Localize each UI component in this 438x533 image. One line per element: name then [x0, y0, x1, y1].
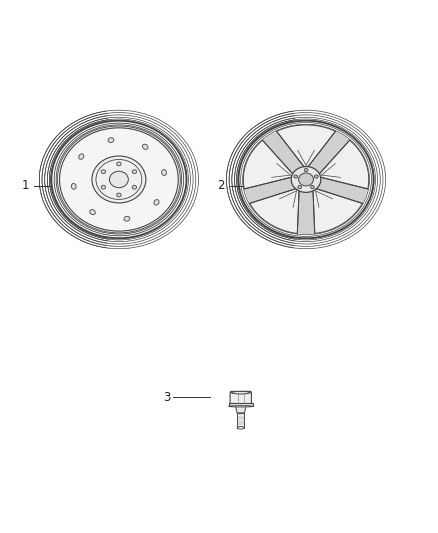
Ellipse shape [132, 170, 137, 174]
Ellipse shape [92, 156, 146, 203]
Ellipse shape [314, 175, 318, 178]
Ellipse shape [54, 123, 184, 236]
Ellipse shape [299, 173, 314, 186]
Ellipse shape [294, 175, 298, 178]
Ellipse shape [79, 154, 84, 159]
Ellipse shape [237, 426, 244, 429]
Ellipse shape [132, 185, 137, 189]
FancyBboxPatch shape [230, 391, 251, 404]
Text: 3: 3 [163, 391, 170, 403]
Ellipse shape [311, 185, 314, 189]
Text: 2: 2 [217, 180, 225, 192]
Ellipse shape [51, 121, 186, 238]
Ellipse shape [101, 170, 106, 174]
Ellipse shape [231, 391, 250, 394]
Ellipse shape [60, 128, 178, 231]
Polygon shape [244, 140, 293, 189]
Ellipse shape [142, 144, 148, 149]
Text: 1: 1 [21, 180, 29, 192]
Ellipse shape [162, 169, 166, 175]
Polygon shape [237, 413, 244, 428]
Ellipse shape [71, 183, 76, 189]
Ellipse shape [243, 125, 369, 234]
Ellipse shape [239, 121, 374, 238]
Ellipse shape [90, 209, 95, 215]
Polygon shape [250, 189, 299, 233]
Ellipse shape [291, 166, 321, 192]
Ellipse shape [298, 185, 301, 189]
Ellipse shape [117, 193, 121, 197]
Ellipse shape [108, 138, 114, 142]
Ellipse shape [101, 185, 106, 189]
Polygon shape [319, 140, 369, 189]
Polygon shape [236, 406, 246, 413]
Ellipse shape [304, 168, 308, 172]
Polygon shape [313, 189, 362, 233]
Ellipse shape [110, 171, 128, 188]
Ellipse shape [124, 216, 130, 221]
Polygon shape [276, 125, 336, 167]
Ellipse shape [154, 199, 159, 205]
Ellipse shape [229, 406, 253, 407]
Polygon shape [229, 403, 253, 406]
Ellipse shape [117, 162, 121, 166]
